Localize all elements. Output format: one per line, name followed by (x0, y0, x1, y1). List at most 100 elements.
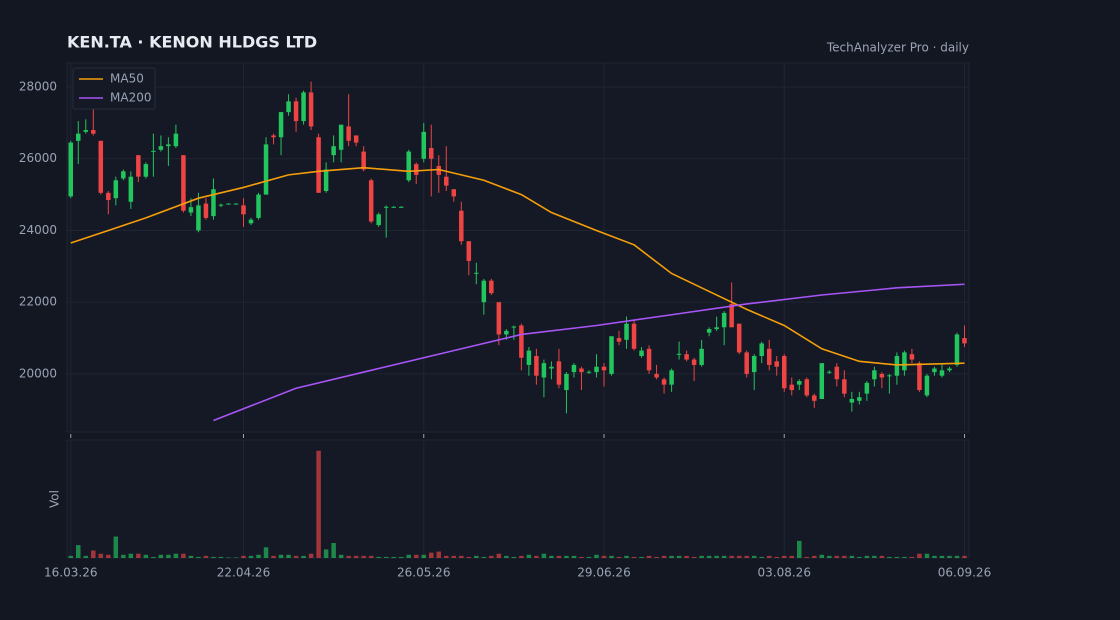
volume-bar (383, 556, 389, 558)
candle-body (631, 323, 637, 349)
volume-bar (233, 557, 239, 558)
candle-body (736, 323, 742, 353)
volume-bar (113, 536, 119, 558)
candle-body (646, 348, 652, 371)
candle-body (368, 180, 374, 222)
candle-body (654, 373, 659, 378)
candle-body (571, 364, 577, 373)
volume-bar (316, 450, 321, 558)
candle-body (263, 144, 269, 195)
candle-body (714, 327, 719, 330)
candle-body (218, 204, 224, 206)
volume-bar (398, 556, 404, 558)
candle-body (609, 336, 614, 374)
candle-body (398, 206, 404, 208)
volume-bar (256, 554, 261, 558)
y-tick-label: 22000 (19, 295, 57, 309)
candle-body (962, 338, 967, 344)
x-tick-label: 22.04.26 (217, 566, 270, 580)
candle-body (534, 355, 539, 376)
volume-bar (368, 555, 374, 558)
y-tick-label: 26000 (19, 151, 57, 165)
candle-body (849, 399, 855, 403)
candle-body (293, 101, 299, 122)
candle-body (68, 142, 74, 197)
volume-bar (579, 556, 584, 558)
candle-body (429, 147, 434, 159)
volume-bar (939, 555, 945, 558)
volume-bar (729, 555, 734, 558)
volume-bar (353, 555, 359, 558)
candle-body (857, 397, 862, 401)
candle-body (594, 366, 599, 373)
candle-body (248, 219, 254, 224)
candle-body (361, 151, 366, 170)
volume-bar (158, 554, 164, 558)
candle-body (804, 379, 810, 396)
volume-bar (106, 554, 111, 558)
candle-body (241, 205, 246, 215)
volume-bar (962, 555, 967, 558)
volume-bar (511, 556, 517, 558)
volume-bar (203, 555, 209, 558)
candle-body (834, 366, 840, 380)
candle-body (91, 130, 96, 134)
volume-bar (436, 551, 442, 558)
candle-body (812, 395, 817, 401)
volume-bar (691, 556, 697, 558)
candle-body (196, 205, 201, 231)
candle-body (924, 375, 930, 396)
candle-body (917, 363, 922, 391)
candle-body (353, 135, 359, 143)
candle-body (338, 124, 344, 150)
volume-bar (594, 554, 599, 558)
candle-body (729, 303, 734, 328)
volume-bar (797, 540, 802, 558)
candle-body (706, 329, 712, 333)
volume-bar (308, 553, 314, 558)
volume-bar (278, 554, 284, 558)
candle-body (519, 325, 524, 358)
chart-subtitle: TechAnalyzer Pro · daily (826, 41, 969, 55)
candle-body (331, 146, 336, 156)
candle-body (579, 368, 584, 373)
candle-body (819, 363, 825, 400)
volume-bar (601, 555, 607, 558)
volume-bar (541, 553, 547, 558)
candle-body (83, 130, 89, 132)
candle-body (766, 348, 772, 365)
volume-panel (66, 439, 970, 559)
volume-bar (271, 555, 276, 558)
volume-bar (857, 556, 862, 558)
volume-bar (812, 555, 817, 558)
volume-bar (721, 555, 727, 558)
volume-bar (534, 555, 539, 558)
candle-body (586, 371, 592, 373)
volume-bar (218, 556, 224, 558)
candle-body (842, 379, 847, 394)
volume-bar (413, 554, 419, 558)
volume-bar (744, 555, 749, 558)
volume-bar (849, 555, 855, 558)
volume-bar (391, 556, 396, 558)
volume-bar (954, 555, 960, 558)
candle-body (601, 366, 607, 371)
volume-bar (894, 556, 900, 558)
candle-body (661, 379, 667, 385)
candle-body (549, 366, 554, 369)
volume-bar (166, 554, 171, 558)
volume-bar (609, 555, 614, 558)
volume-bar (654, 556, 659, 558)
candle-body (346, 126, 351, 141)
volume-bar (646, 555, 652, 558)
y-tick-label: 28000 (19, 80, 57, 94)
volume-bar (421, 554, 426, 558)
candle-body (413, 164, 419, 175)
volume-bar (361, 555, 366, 558)
candle-body (624, 323, 629, 340)
volume-bar (932, 555, 937, 558)
volume-bar (226, 557, 231, 558)
candle-body (466, 241, 472, 261)
candle-body (616, 338, 622, 342)
candle-body (301, 92, 306, 122)
